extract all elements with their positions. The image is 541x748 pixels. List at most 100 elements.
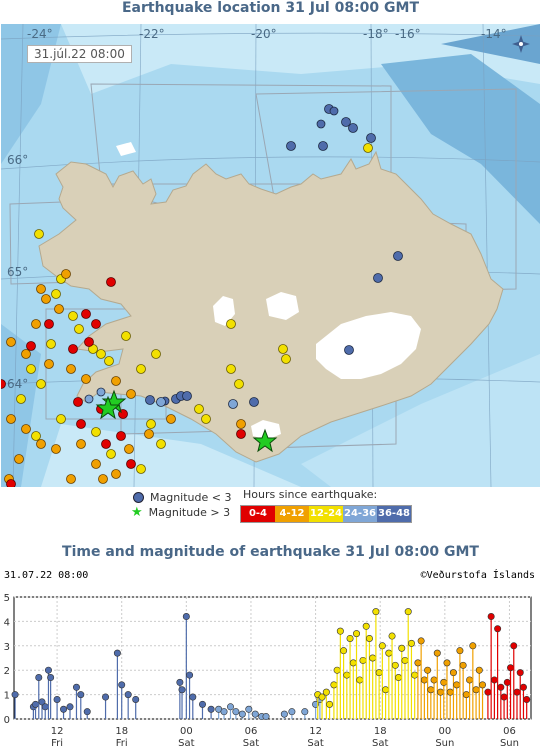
- point-4-12: [466, 676, 474, 684]
- hours-legend-title: Hours since earthquake:: [243, 488, 378, 501]
- point-12-24: [353, 630, 361, 638]
- chart-date-label: 31.07.22 08:00: [4, 570, 89, 581]
- point-0-4: [510, 642, 518, 650]
- langjokull-glacier: [213, 296, 235, 326]
- earthquake-dots-12-24: [16, 143, 373, 474]
- x-tick-day: Sat: [307, 738, 323, 748]
- x-tick-day: Sat: [372, 738, 388, 748]
- point-12-24: [362, 622, 370, 630]
- lon-label-5: -16°: [395, 27, 421, 41]
- myrdalsjokull-glacier: [251, 420, 281, 440]
- point-36-48: [186, 671, 194, 679]
- point-12-24: [356, 676, 364, 684]
- point-24-36: [288, 708, 296, 716]
- point-4-12: [440, 678, 448, 686]
- lon-label-6: -14°: [481, 27, 507, 41]
- point-4-12: [469, 642, 477, 650]
- point-12-24: [322, 688, 330, 696]
- point-12-24: [398, 644, 406, 652]
- lon-label-1: -24°: [27, 27, 53, 41]
- point-12-24: [391, 661, 399, 669]
- point-12-24: [404, 608, 412, 616]
- point-0-4: [500, 693, 508, 701]
- x-tick-day: Fri: [116, 738, 128, 748]
- point-12-24: [411, 671, 419, 679]
- point-0-4: [516, 669, 524, 677]
- map-legend: Magnitude < 3 ★ Magnitude > 3 Hours sinc…: [0, 487, 541, 527]
- point-36-48: [118, 681, 126, 689]
- compass-rose-icon[interactable]: [512, 35, 530, 53]
- point-24-36: [301, 708, 309, 716]
- point-36-48: [44, 666, 52, 674]
- point-12-24: [326, 700, 334, 708]
- point-12-24: [333, 666, 341, 674]
- point-12-24: [349, 659, 357, 667]
- point-36-48: [178, 686, 186, 694]
- point-36-48: [182, 613, 190, 621]
- y-tick-label: 0: [4, 715, 10, 726]
- earthquake-dots-36-48: [145, 104, 403, 407]
- point-24-36: [245, 705, 253, 713]
- hours-bin-12-24: 12-24: [309, 506, 343, 522]
- point-36-48: [132, 695, 140, 703]
- x-tick-day: Sun: [435, 738, 454, 748]
- point-12-24: [407, 639, 415, 647]
- point-0-4: [519, 683, 527, 691]
- point-0-4: [494, 625, 502, 633]
- point-4-12: [430, 676, 438, 684]
- point-4-12: [479, 681, 487, 689]
- x-tick-label: 00: [438, 726, 451, 737]
- lon-label-3: -20°: [251, 27, 277, 41]
- hofsjokull-glacier: [266, 292, 299, 320]
- magnitude-time-chart: 01234512Fri18Fri00Sat06Sat12Sat18Sat00Su…: [4, 593, 532, 748]
- x-tick-label: 06: [503, 726, 516, 737]
- point-12-24: [372, 608, 380, 616]
- point-24-36: [232, 708, 240, 716]
- point-36-48: [47, 674, 55, 682]
- point-4-12: [446, 688, 454, 696]
- point-0-4: [484, 688, 492, 696]
- point-24-36: [220, 708, 228, 716]
- point-0-4: [490, 676, 498, 684]
- point-36-48: [60, 705, 68, 713]
- point-36-48: [176, 678, 184, 686]
- x-tick-day: Fri: [51, 738, 63, 748]
- point-36-48: [198, 700, 206, 708]
- point-12-24: [359, 656, 367, 664]
- point-0-4: [503, 678, 511, 686]
- point-4-12: [443, 659, 451, 667]
- point-4-12: [449, 669, 457, 677]
- point-0-4: [523, 695, 531, 703]
- magnitude-star-markers: [95, 389, 278, 453]
- x-tick-label: 18: [374, 726, 387, 737]
- lon-label-4: -18°: [363, 27, 389, 41]
- chart-title: Time and magnitude of earthquake 31 Jul …: [62, 544, 479, 560]
- point-36-48: [38, 698, 46, 706]
- point-4-12: [424, 666, 432, 674]
- hours-bin-0-4: 0-4: [241, 506, 275, 522]
- point-36-48: [124, 691, 132, 699]
- point-24-36: [226, 703, 234, 711]
- point-24-36: [238, 710, 246, 718]
- hours-bin-24-36: 24-36: [343, 506, 377, 522]
- point-12-24: [378, 642, 386, 650]
- y-tick-label: 2: [4, 666, 10, 677]
- point-12-24: [388, 632, 396, 640]
- point-12-24: [346, 634, 354, 642]
- point-12-24: [375, 669, 383, 677]
- vatnajokull-glacier: [316, 312, 421, 379]
- hours-legend-scale: 0-4 4-12 12-24 24-36 36-48: [240, 505, 412, 523]
- point-0-4: [513, 688, 521, 696]
- x-tick-label: 18: [115, 726, 128, 737]
- point-36-48: [53, 695, 61, 703]
- point-4-12: [456, 647, 464, 655]
- hours-bin-4-12: 4-12: [275, 506, 309, 522]
- lat-label-66: 66°: [7, 153, 28, 167]
- point-12-24: [382, 686, 390, 694]
- y-tick-label: 5: [4, 593, 10, 604]
- point-36-48: [32, 700, 40, 708]
- point-0-4: [507, 664, 515, 672]
- earthquake-dots-24-36: [84, 387, 238, 409]
- y-tick-label: 3: [4, 642, 10, 653]
- y-tick-label: 1: [4, 691, 10, 702]
